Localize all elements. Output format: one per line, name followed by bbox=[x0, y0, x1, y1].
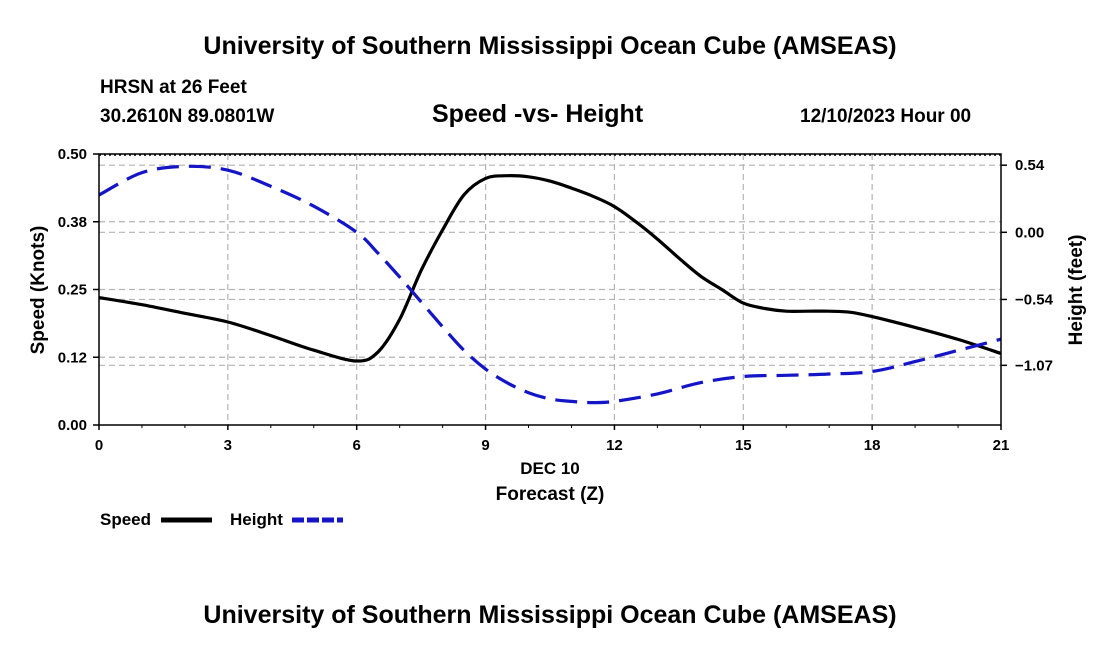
footer-title: University of Southern Mississippi Ocean… bbox=[203, 601, 897, 629]
main-title: University of Southern Mississippi Ocean… bbox=[203, 32, 897, 60]
y-tick-label: 0.12 bbox=[58, 349, 87, 366]
x-tick-label: 0 bbox=[95, 437, 103, 454]
x-tick-label: 18 bbox=[864, 437, 881, 454]
height-series-line bbox=[98, 164, 1002, 405]
legend-speed-label: Speed bbox=[100, 510, 151, 529]
y2-tick-label: −0.54 bbox=[1015, 291, 1054, 308]
y-tick-label: 0.00 bbox=[58, 417, 87, 434]
x-axis-title: Forecast (Z) bbox=[496, 484, 605, 505]
x-tick-label: 15 bbox=[735, 437, 752, 454]
y-tick-label: 0.25 bbox=[58, 282, 87, 299]
axis-ticks: 0 3 6 9 12 15 18 21 0.00 0.12 0.25 0.38 0.50 0.54 0.00… bbox=[58, 146, 1054, 454]
station-coordinates: 30.2610N 89.0801W bbox=[100, 106, 275, 127]
y-axis-title: Speed (Knots) bbox=[28, 226, 49, 355]
y-tick-label: 0.38 bbox=[58, 214, 87, 231]
y2-tick-label: 0.54 bbox=[1015, 157, 1045, 174]
x-tick-label: 21 bbox=[993, 437, 1010, 454]
y2-axis-title: Height (feet) bbox=[1066, 235, 1087, 346]
grid-lines bbox=[99, 153, 1001, 425]
plot-frame bbox=[98, 153, 1002, 426]
x-tick-label: 12 bbox=[606, 437, 623, 454]
chart-title: Speed -vs- Height bbox=[432, 100, 644, 128]
y2-tick-label: 0.00 bbox=[1015, 224, 1044, 241]
forecast-date: 12/10/2023 Hour 00 bbox=[800, 106, 972, 127]
series-lines bbox=[98, 164, 1002, 405]
legend-height-label: Height bbox=[230, 510, 283, 529]
x-tick-label: 3 bbox=[224, 437, 232, 454]
x-tick-label: 6 bbox=[353, 437, 361, 454]
y-tick-label: 0.50 bbox=[58, 146, 87, 163]
station-label: HRSN at 26 Feet bbox=[100, 77, 247, 98]
legend: Speed Height bbox=[100, 510, 343, 529]
y2-tick-label: −1.07 bbox=[1015, 357, 1053, 374]
x-tick-label: 9 bbox=[481, 437, 489, 454]
x-axis-date-label: DEC 10 bbox=[520, 459, 580, 478]
speed-series-line bbox=[98, 174, 1002, 363]
